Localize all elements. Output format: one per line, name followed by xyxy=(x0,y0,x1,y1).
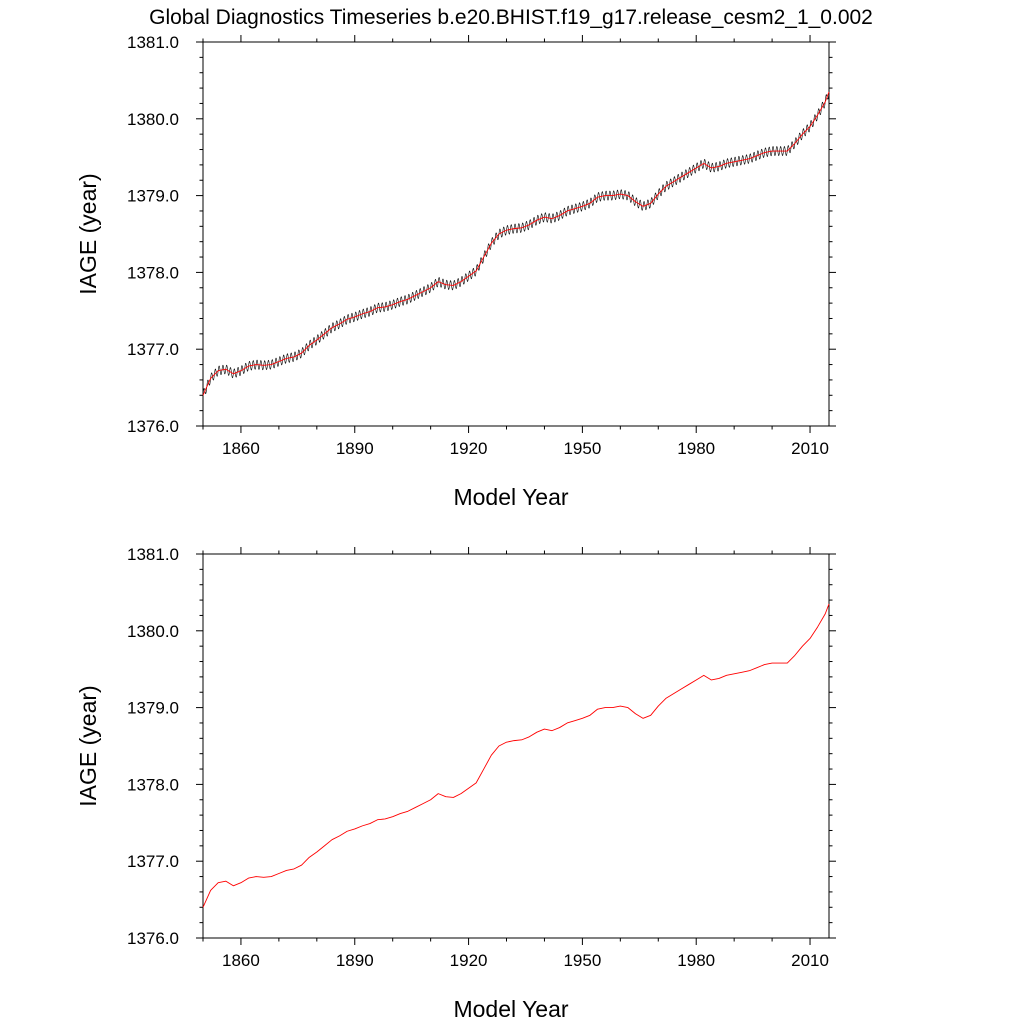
bottom-x-tick-label: 1950 xyxy=(563,951,601,970)
top-series-lines xyxy=(202,91,830,396)
top-x-tick-label: 1950 xyxy=(563,439,601,458)
top-y-tick-label: 1379.0 xyxy=(127,187,179,206)
top-y-tick-label: 1376.0 xyxy=(127,417,179,436)
figure-title: Global Diagnostics Timeseries b.e20.BHIS… xyxy=(149,6,873,29)
top-y-tick-label: 1377.0 xyxy=(127,340,179,359)
top-y-tick-label: 1380.0 xyxy=(127,110,179,129)
bottom-x-tick-labels: 1860 1890 1920 1950 1980 2010 xyxy=(222,951,829,970)
bottom-y-tick-label: 1381.0 xyxy=(127,545,179,564)
bottom-x-tick-label: 1860 xyxy=(222,951,260,970)
top-y-tick-label: 1381.0 xyxy=(127,33,179,52)
bottom-annual-mean-line xyxy=(202,603,830,908)
top-x-tick-label: 1860 xyxy=(222,439,260,458)
top-x-tick-label: 2010 xyxy=(791,439,829,458)
top-x-tick-label: 1920 xyxy=(450,439,488,458)
top-panel: 1376.0 1377.0 1378.0 1379.0 1380.0 1381.0 186… xyxy=(75,33,836,510)
bottom-y-tick-label: 1376.0 xyxy=(127,929,179,948)
bottom-y-tick-label: 1378.0 xyxy=(127,775,179,794)
bottom-plot-frame xyxy=(202,553,830,939)
top-ticks xyxy=(196,35,836,433)
top-annual-mean-line xyxy=(202,91,830,396)
bottom-x-tick-label: 1920 xyxy=(450,951,488,970)
bottom-y-tick-label: 1380.0 xyxy=(127,622,179,641)
top-monthly-line xyxy=(202,91,830,396)
top-plot-frame xyxy=(202,41,830,427)
bottom-ticks xyxy=(196,547,836,945)
top-x-tick-label: 1980 xyxy=(677,439,715,458)
bottom-y-tick-label: 1379.0 xyxy=(127,699,179,718)
bottom-series-lines xyxy=(202,603,830,908)
top-y-axis-label: IAGE (year) xyxy=(75,173,101,294)
top-y-tick-labels: 1376.0 1377.0 1378.0 1379.0 1380.0 1381.0 xyxy=(127,33,179,436)
top-x-tick-labels: 1860 1890 1920 1950 1980 2010 xyxy=(222,439,829,458)
bottom-panel: 1376.0 1377.0 1378.0 1379.0 1380.0 1381.0 186… xyxy=(75,545,836,1022)
bottom-y-tick-label: 1377.0 xyxy=(127,852,179,871)
top-x-axis-label: Model Year xyxy=(453,484,568,510)
bottom-x-tick-label: 1980 xyxy=(677,951,715,970)
bottom-y-axis-label: IAGE (year) xyxy=(75,685,101,806)
bottom-x-tick-label: 2010 xyxy=(791,951,829,970)
top-y-tick-label: 1378.0 xyxy=(127,263,179,282)
bottom-y-tick-labels: 1376.0 1377.0 1378.0 1379.0 1380.0 1381.0 xyxy=(127,545,179,948)
top-x-tick-label: 1890 xyxy=(336,439,374,458)
bottom-x-tick-label: 1890 xyxy=(336,951,374,970)
bottom-x-axis-label: Model Year xyxy=(453,996,568,1022)
